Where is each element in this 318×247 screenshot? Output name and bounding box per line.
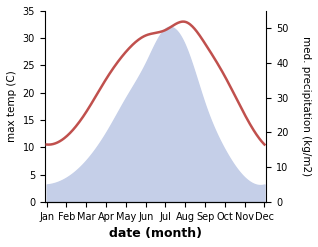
Y-axis label: max temp (C): max temp (C)	[7, 70, 17, 142]
X-axis label: date (month): date (month)	[109, 227, 202, 240]
Y-axis label: med. precipitation (kg/m2): med. precipitation (kg/m2)	[301, 36, 311, 176]
